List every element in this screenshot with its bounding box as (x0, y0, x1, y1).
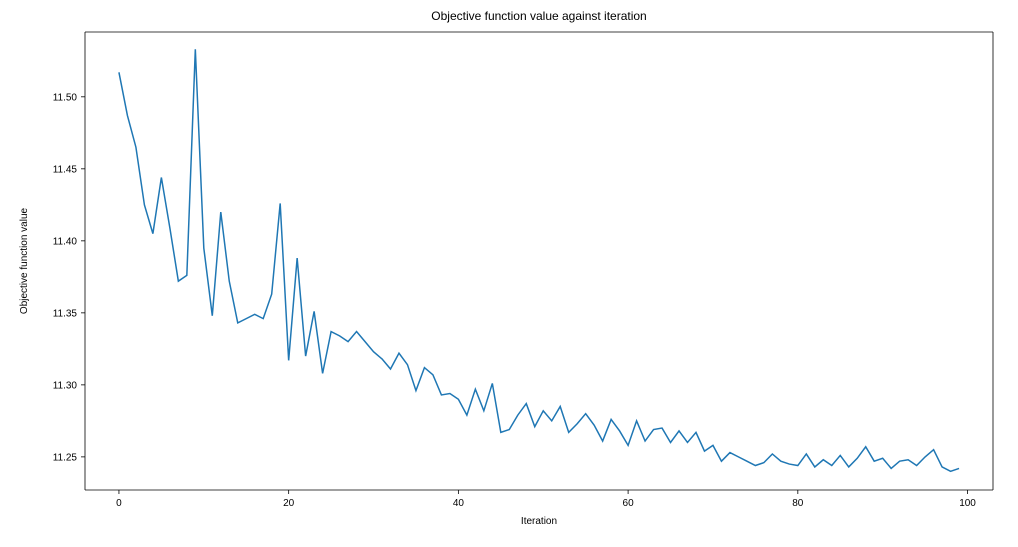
y-tick-label: 11.45 (53, 164, 78, 175)
y-tick-label: 11.50 (53, 92, 78, 103)
plot-background (85, 32, 993, 490)
y-tick-label: 11.25 (53, 452, 78, 463)
y-tick-label: 11.40 (53, 236, 78, 247)
x-axis-label: Iteration (521, 516, 557, 527)
chart-container: 020406080100 11.2511.3011.3511.4011.4511… (0, 0, 1018, 547)
x-tick-label: 100 (959, 498, 976, 509)
x-ticks: 0 20 40 60 80 100 (116, 490, 976, 509)
y-axis-label: Objective function value (19, 207, 30, 314)
chart-title: Objective function value against iterati… (431, 9, 646, 23)
x-tick-label: 60 (623, 498, 635, 509)
y-ticks: 11.25 11.30 11.35 11.40 11.45 11.50 (53, 92, 85, 463)
x-tick-label: 0 (116, 498, 122, 509)
x-tick-label: 20 (283, 498, 295, 509)
y-tick-label: 11.35 (53, 308, 78, 319)
x-tick-label: 40 (453, 498, 465, 509)
line-chart: 020406080100 11.2511.3011.3511.4011.4511… (0, 0, 1018, 547)
x-tick-label: 80 (792, 498, 804, 509)
y-tick-label: 11.30 (53, 380, 78, 391)
